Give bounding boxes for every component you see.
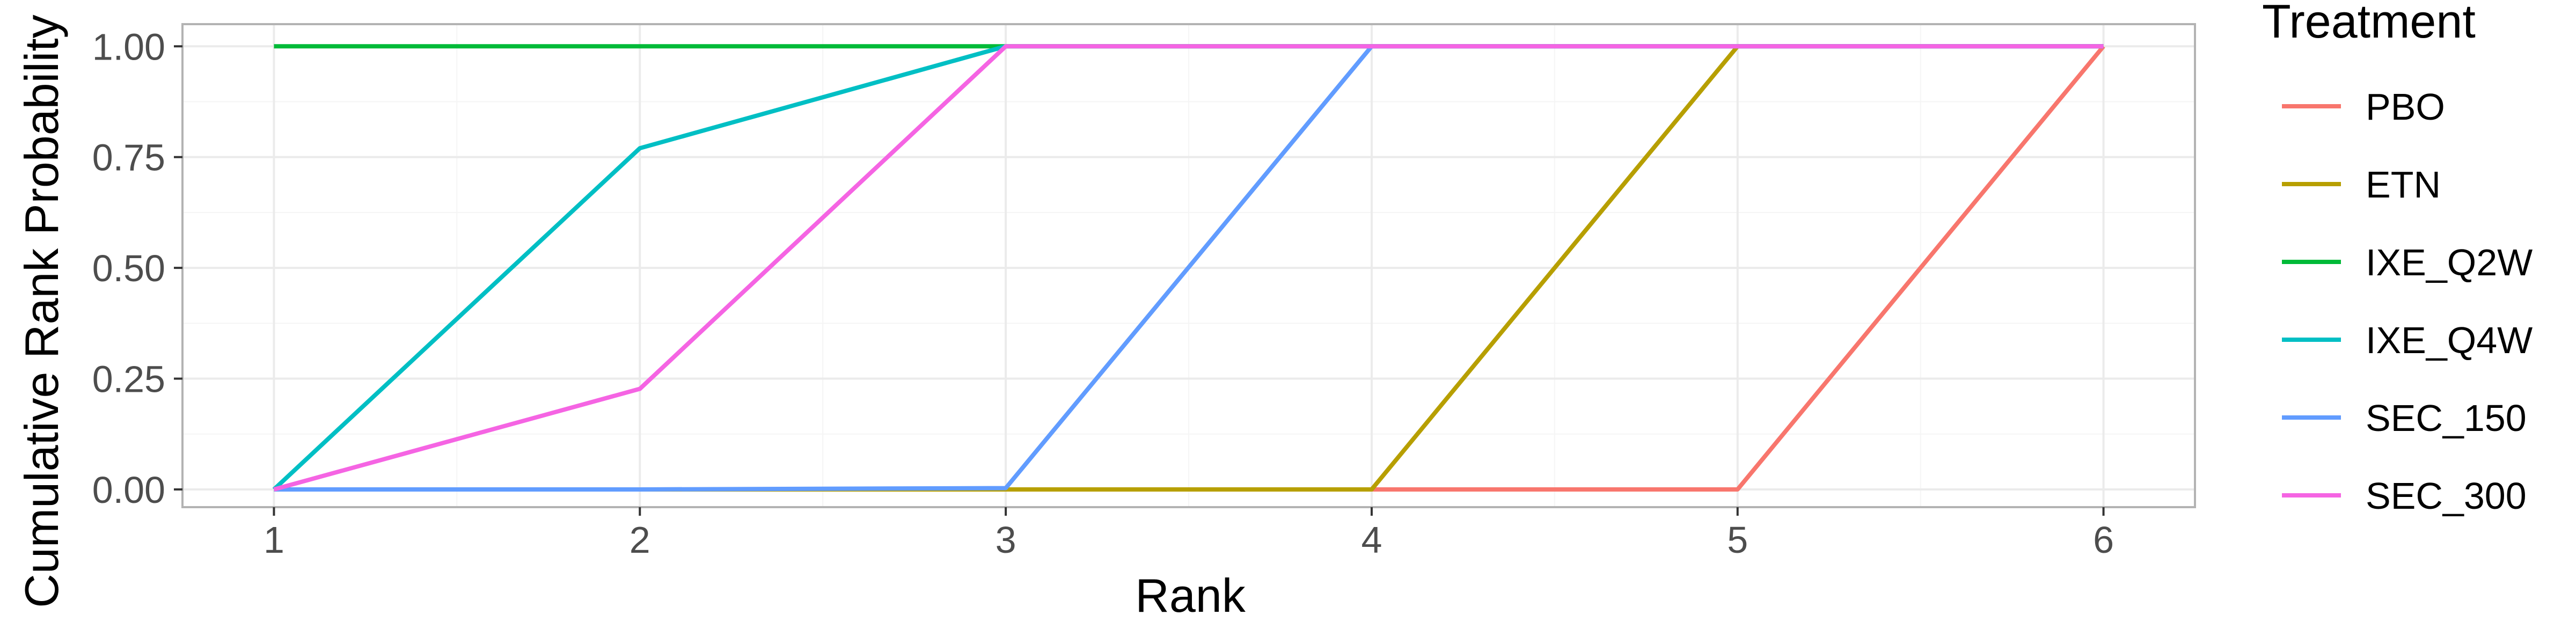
legend-label-ixe-q4w: IXE_Q4W: [2366, 319, 2533, 361]
legend-item-ixe-q4w: IXE_Q4W: [2282, 319, 2533, 361]
x-tick-label: 6: [2093, 519, 2114, 561]
legend-item-sec-150: SEC_150: [2282, 397, 2527, 439]
series-line-sec-300: [273, 44, 2104, 492]
y-tick-label: 0.50: [92, 247, 165, 289]
legend-title: Treatment: [2262, 0, 2476, 48]
legend-label-sec-300: SEC_300: [2366, 475, 2527, 517]
legend-label-etn: ETN: [2366, 164, 2441, 206]
legend-item-ixe-q2w: IXE_Q2W: [2282, 241, 2533, 283]
legend-label-pbo: PBO: [2366, 86, 2445, 128]
y-tick-label: 0.75: [92, 137, 165, 179]
y-axis-tick-labels: 0.00 0.25 0.50 0.75 1.00: [92, 26, 165, 511]
axis-ticks: [174, 45, 2105, 516]
legend-item-etn: ETN: [2282, 164, 2441, 206]
y-tick-label: 0.00: [92, 469, 165, 511]
x-tick-label: 3: [996, 519, 1016, 561]
x-axis-title: Rank: [1135, 569, 1246, 622]
y-axis-title: Cumulative Rank Probability: [15, 14, 68, 608]
x-tick-label: 4: [1361, 519, 1382, 561]
x-tick-label: 2: [630, 519, 650, 561]
x-tick-label: 5: [1727, 519, 1748, 561]
legend-item-pbo: PBO: [2282, 86, 2445, 128]
legend-label-ixe-q2w: IXE_Q2W: [2366, 241, 2533, 283]
series-lines: [272, 44, 2105, 492]
x-tick-label: 1: [264, 519, 284, 561]
x-axis-tick-labels: 1 2 3 4 5 6: [264, 519, 2114, 561]
legend: Treatment PBO ETN IXE_Q2W IXE_Q4W SEC_150 SEC…: [2262, 0, 2533, 517]
legend-items: PBO ETN IXE_Q2W IXE_Q4W SEC_150 SEC_300: [2282, 86, 2533, 517]
legend-item-sec-300: SEC_300: [2282, 475, 2527, 517]
legend-label-sec-150: SEC_150: [2366, 397, 2527, 439]
plot-panel-border: [181, 23, 2196, 508]
y-tick-label: 0.25: [92, 358, 165, 400]
y-tick-label: 1.00: [92, 26, 165, 68]
